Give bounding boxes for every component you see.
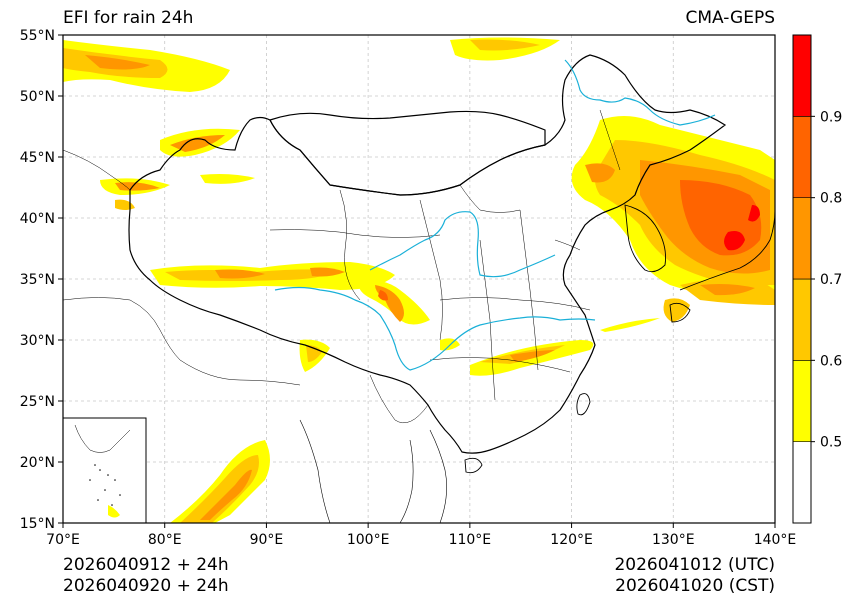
colorbar-label: 0.7 (820, 272, 842, 288)
longitude-axis: 70°E 80°E 90°E 100°E 110°E 120°E 130°E 140°E (46, 523, 796, 548)
south-china-sea-inset (62, 417, 147, 524)
lat-tick-label: 35°N (20, 272, 55, 288)
lat-tick-label: 25°N (20, 394, 55, 410)
lat-tick-label: 55°N (20, 28, 55, 44)
yellow-river (369, 211, 556, 278)
efi-area-northeast-asia (571, 116, 775, 332)
colorbar-frame (792, 34, 812, 524)
lon-tick-label: 120°E (550, 532, 593, 548)
lon-tick-label: 110°E (449, 532, 492, 548)
lon-tick-label: 90°E (250, 532, 284, 548)
colorbar-segment (792, 197, 812, 280)
colorbar-segment (792, 116, 812, 198)
colorbar-label: 0.8 (820, 191, 842, 207)
amur-river (564, 59, 716, 126)
borders (63, 54, 775, 523)
rivers (274, 59, 716, 371)
efi-area-xinjiang (100, 128, 255, 210)
colorbar-segment (792, 278, 812, 361)
lat-tick-label: 50°N (20, 89, 55, 105)
lat-tick-label: 20°N (20, 455, 55, 471)
lat-tick-label: 45°N (20, 150, 55, 166)
map-title: EFI for rain 24h (63, 8, 194, 28)
init-time-cst: 2026040920 + 24h (63, 576, 229, 596)
colorbar: 0.5 0.6 0.7 0.8 0.9 (792, 34, 842, 524)
latitude-axis: 15°N 20°N 25°N 30°N 35°N 40°N 45°N 50°N 55°N (20, 28, 63, 532)
lat-tick-label: 30°N (20, 333, 55, 349)
valid-time-utc: 2026041012 (UTC) (614, 555, 775, 575)
efi-area-bay-of-bengal (170, 440, 270, 523)
lon-tick-label: 100°E (347, 532, 390, 548)
init-time: 2026040912 + 24h 2026040920 + 24h (63, 555, 229, 597)
valid-time-cst: 2026041020 (CST) (615, 576, 775, 596)
efi-area-tibet (150, 262, 430, 372)
colorbar-label: 0.5 (820, 435, 842, 451)
efi-shading (63, 37, 775, 523)
efi-area-kazakhstan (63, 37, 560, 92)
yangtze-river (274, 286, 596, 371)
colorbar-label: 0.9 (820, 109, 842, 125)
colorbar-segment (792, 441, 812, 524)
colorbar-segment (792, 360, 812, 442)
valid-time: 2026041012 (UTC) 2026041020 (CST) (560, 555, 775, 597)
model-name: CMA-GEPS (685, 8, 775, 28)
init-time-utc: 2026040912 + 24h (63, 555, 229, 575)
colorbar-label: 0.6 (820, 353, 842, 369)
lon-tick-label: 80°E (148, 532, 182, 548)
lat-tick-label: 15°N (20, 516, 55, 532)
lon-tick-label: 140°E (754, 532, 797, 548)
colorbar-segment (792, 34, 812, 117)
lon-tick-label: 130°E (652, 532, 695, 548)
lat-tick-label: 40°N (20, 211, 55, 227)
lon-tick-label: 70°E (46, 532, 80, 548)
